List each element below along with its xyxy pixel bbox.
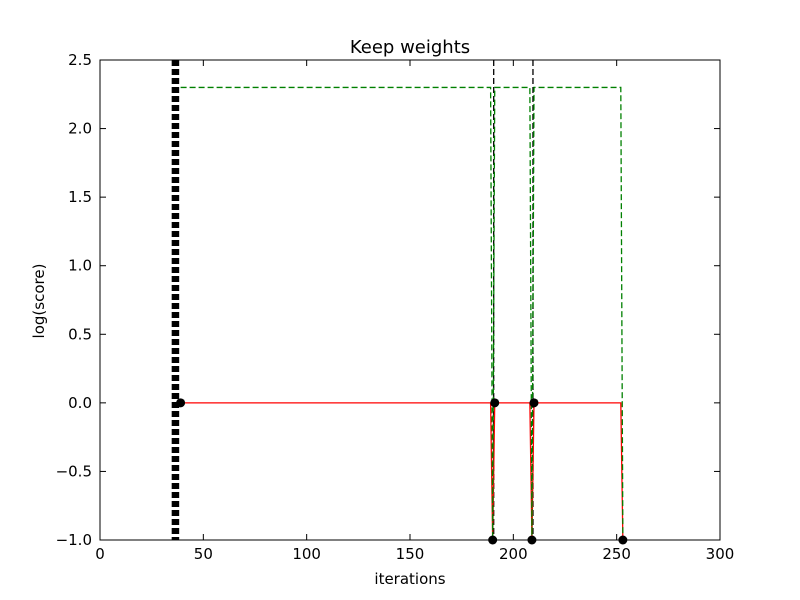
- series-line-solid: [180, 402, 624, 540]
- y-tick-label: 0.0: [68, 394, 92, 412]
- y-tick-label: −1.0: [56, 531, 92, 549]
- y-tick-label: 2.5: [68, 51, 92, 69]
- x-tick-label: 50: [194, 545, 213, 563]
- x-tick-label: 250: [602, 545, 631, 563]
- plot-area: 0 50 100 150 200 250 300 −1.0 −0.5 0.0 0.5 1.0 1.5 2.…: [56, 51, 735, 563]
- x-tick-label: 200: [499, 545, 528, 563]
- y-tick-label: 1.5: [68, 188, 92, 206]
- x-tick-label: 100: [292, 545, 321, 563]
- chart-title: Keep weights: [350, 37, 470, 58]
- data-point: [529, 398, 539, 408]
- y-tick-label: −0.5: [56, 462, 92, 480]
- series-line-dashed: [180, 86, 624, 540]
- y-tick-label: 1.0: [68, 257, 92, 275]
- x-axis-label: iterations: [374, 570, 445, 588]
- data-point: [490, 398, 500, 408]
- x-tick-label: 300: [706, 545, 735, 563]
- plot-frame: [99, 59, 721, 541]
- x-tick-label: 0: [95, 545, 105, 563]
- x-tick-label: 150: [396, 545, 425, 563]
- y-axis-label: log(score): [30, 264, 48, 339]
- y-tick-label: 2.0: [68, 120, 92, 138]
- y-tick-label: 0.5: [68, 325, 92, 343]
- plot-lines: [171, 60, 624, 540]
- data-point: [176, 398, 186, 408]
